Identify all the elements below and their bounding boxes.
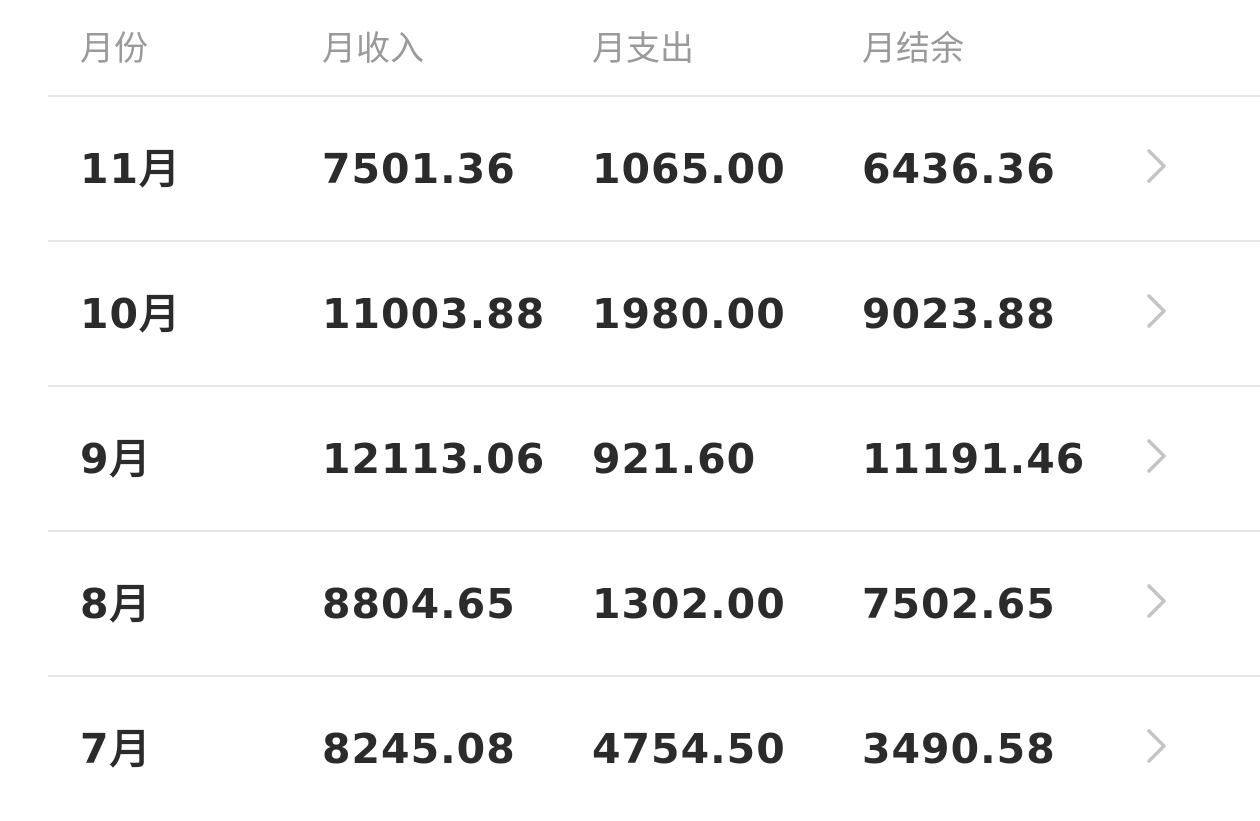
month-cell: 8月 [80,580,152,628]
expense-cell: 4754.50 [592,725,786,773]
chevron-right-icon[interactable] [1146,148,1168,184]
row-divider [48,240,1260,242]
balance-cell: 9023.88 [862,290,1056,338]
row-divider [48,95,1260,97]
income-cell: 8804.65 [322,580,516,628]
table-row[interactable]: 7月 8245.08 4754.50 3490.58 [0,676,1260,821]
chevron-right-icon[interactable] [1146,728,1168,764]
header-month: 月份 [80,29,148,69]
table-header: 月份 月收入 月支出 月结余 [0,0,1260,96]
chevron-right-icon[interactable] [1146,583,1168,619]
balance-cell: 3490.58 [862,725,1056,773]
row-divider [48,675,1260,677]
month-cell: 9月 [80,435,152,483]
balance-cell: 11191.46 [862,435,1086,483]
table-row[interactable]: 8月 8804.65 1302.00 7502.65 [0,531,1260,676]
month-cell: 11月 [80,145,182,193]
balance-cell: 6436.36 [862,145,1056,193]
income-cell: 11003.88 [322,290,546,338]
table-row[interactable]: 10月 11003.88 1980.00 9023.88 [0,241,1260,386]
month-cell: 7月 [80,725,152,773]
header-expense: 月支出 [592,29,694,69]
header-income: 月收入 [322,29,424,69]
row-divider [48,530,1260,532]
income-cell: 12113.06 [322,435,546,483]
table-row[interactable]: 11月 7501.36 1065.00 6436.36 [0,96,1260,241]
month-cell: 10月 [80,290,182,338]
income-cell: 7501.36 [322,145,516,193]
expense-cell: 921.60 [592,435,757,483]
header-balance: 月结余 [862,29,964,69]
expense-cell: 1065.00 [592,145,786,193]
expense-cell: 1980.00 [592,290,786,338]
balance-cell: 7502.65 [862,580,1056,628]
income-cell: 8245.08 [322,725,516,773]
chevron-right-icon[interactable] [1146,293,1168,329]
table-row[interactable]: 9月 12113.06 921.60 11191.46 [0,386,1260,531]
row-divider [48,385,1260,387]
chevron-right-icon[interactable] [1146,438,1168,474]
expense-cell: 1302.00 [592,580,786,628]
